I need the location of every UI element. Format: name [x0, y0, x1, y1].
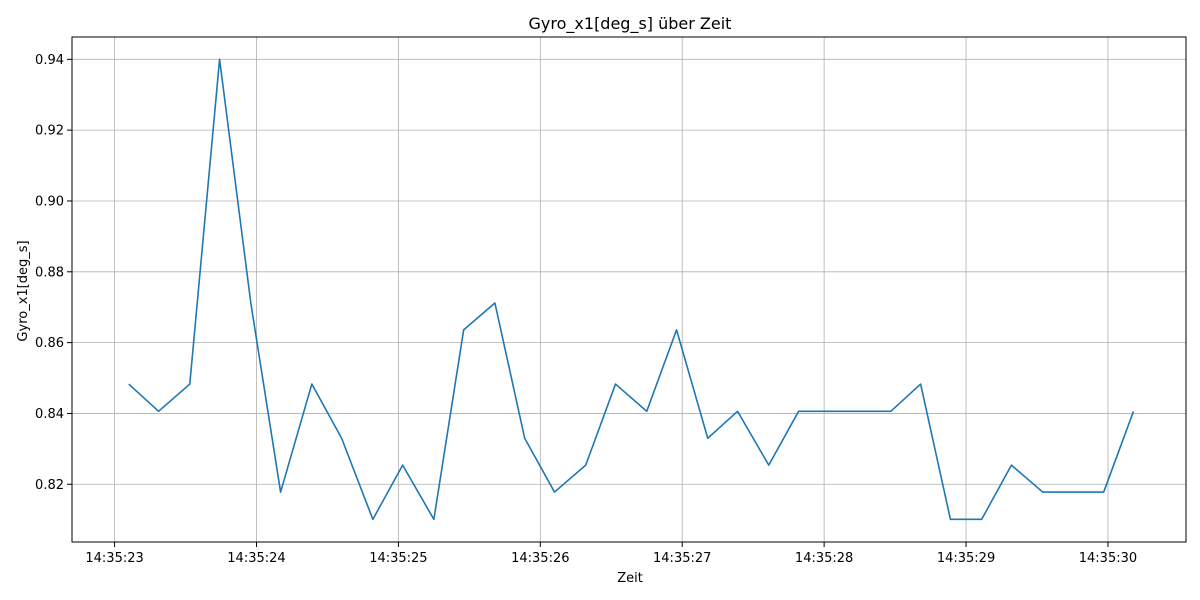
x-tick-label: 14:35:24 [227, 551, 285, 566]
x-tick-label: 14:35:29 [937, 551, 995, 566]
x-axis-title: Zeit [617, 571, 643, 586]
y-tick-label: 0.94 [35, 53, 64, 68]
y-tick-label: 0.92 [35, 124, 64, 139]
y-tick-label: 0.84 [35, 407, 64, 422]
y-tick-label: 0.86 [35, 336, 64, 351]
series-line [128, 58, 1135, 521]
y-axis-title: Gyro_x1[deg_s] [16, 240, 31, 341]
plot-frame [71, 36, 1187, 543]
y-axis: 0.82 0.84 0.86 0.88 0.90 0.92 0.94 [35, 53, 72, 493]
chart-title: Gyro_x1[deg_s] über Zeit [529, 14, 732, 34]
x-axis: 14:35:23 14:35:24 14:35:25 14:35:26 14:35:27… [85, 542, 1137, 566]
x-tick-label: 14:35:23 [85, 551, 143, 566]
x-tick-label: 14:35:27 [653, 551, 711, 566]
y-tick-label: 0.90 [35, 194, 64, 209]
x-tick-label: 14:35:28 [795, 551, 853, 566]
x-tick-label: 14:35:26 [511, 551, 569, 566]
series-layer [128, 58, 1135, 521]
grid-lines [72, 37, 1186, 542]
x-tick-label: 14:35:30 [1079, 551, 1137, 566]
y-tick-label: 0.82 [35, 478, 64, 493]
y-tick-label: 0.88 [35, 265, 64, 280]
x-tick-label: 14:35:25 [369, 551, 427, 566]
